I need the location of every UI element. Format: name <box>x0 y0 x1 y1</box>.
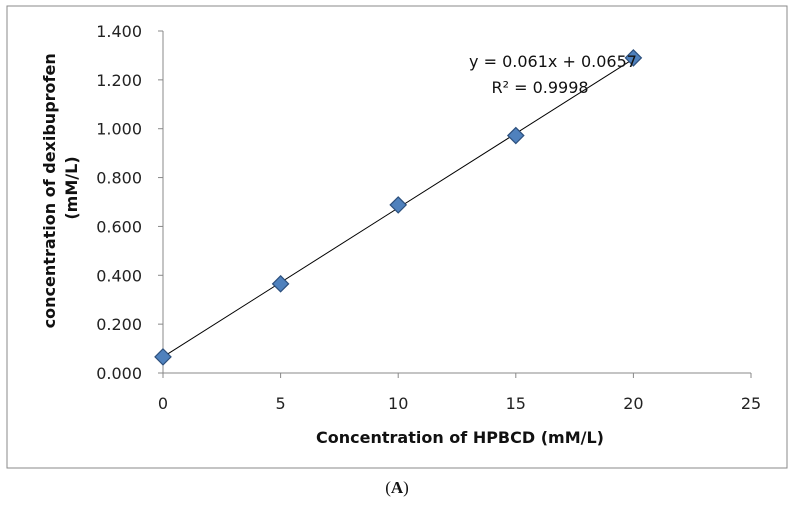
panel-label-open: ( <box>385 478 391 497</box>
axes <box>158 30 752 378</box>
x-tick-label: 25 <box>741 394 761 413</box>
y-tick-label: 0.800 <box>96 169 142 188</box>
data-point-diamond <box>389 196 408 214</box>
data-markers <box>154 49 643 366</box>
data-point-diamond <box>154 348 172 366</box>
x-tick-label: 5 <box>276 394 286 413</box>
x-tick-label: 10 <box>388 394 408 413</box>
y-tick-label: 0.400 <box>96 266 142 285</box>
y-tick-label: 0.200 <box>96 315 142 334</box>
y-axis-title: concentration of dexibuprofen (mM/L) <box>40 48 81 329</box>
y-axis-title-line-1: concentration of dexibuprofen <box>40 53 59 328</box>
x-tick-label: 0 <box>158 394 168 413</box>
panel-label-letter: A <box>390 478 404 497</box>
data-point-diamond <box>506 126 525 145</box>
chart-frame <box>6 5 788 469</box>
panel-label: (A) <box>0 478 794 498</box>
x-axis-title: Concentration of HPBCD (mM/L) <box>316 428 604 447</box>
x-tick-label: 15 <box>506 394 526 413</box>
y-axis-title-line-2: (mM/L) <box>62 156 81 219</box>
equation-label: y = 0.061x + 0.0657 <box>469 52 637 71</box>
y-tick-label: 1.000 <box>96 120 142 139</box>
y-tick-label: 0.000 <box>96 364 142 383</box>
data-point-diamond <box>271 274 290 293</box>
y-tick-label: 1.400 <box>96 22 142 41</box>
y-tick-label: 1.200 <box>96 71 142 90</box>
data-point-diamond <box>624 49 643 67</box>
y-tick-label: 0.600 <box>96 217 142 236</box>
r-squared-label: R² = 0.9998 <box>491 78 588 97</box>
x-tick-label: 20 <box>623 394 643 413</box>
tick-labels: 0 5 10 15 20 25 0.000 0.200 0.400 0.600 0.800 1.000… <box>96 22 761 413</box>
panel-label-close: ) <box>403 478 409 497</box>
